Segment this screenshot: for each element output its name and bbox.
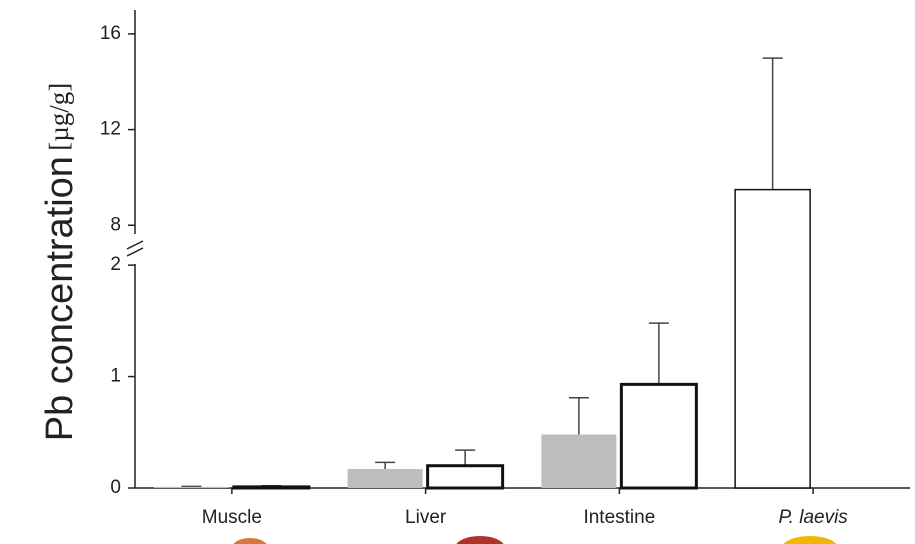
y-axis-label: Pb concentration [µg/g] [39,83,81,442]
bar [734,188,811,489]
bar [232,485,311,490]
x-tick-label: Intestine [583,507,655,528]
axis-break [126,247,144,257]
y-tick-label: 0 [110,477,121,498]
organ-icon [233,538,267,544]
bar [347,469,423,488]
bar [619,382,698,490]
y-tick-label: 8 [110,214,121,235]
axis-break [126,240,144,250]
y-label-unit: [µg/g] [44,83,74,151]
bar [426,464,505,490]
x-tick-label: Liver [405,507,447,528]
organism-icon [783,536,837,544]
x-tick-label: P. laevis [778,507,848,528]
y-tick-label: 2 [110,254,121,275]
organ-icon [456,536,504,544]
bar [541,434,617,488]
x-tick-label: Muscle [202,507,262,528]
y-tick-label: 16 [100,23,121,44]
bar [153,486,229,488]
y-tick-label: 1 [110,366,121,387]
y-tick-label: 12 [100,119,121,140]
y-label-text: Pb concentration [39,156,81,441]
